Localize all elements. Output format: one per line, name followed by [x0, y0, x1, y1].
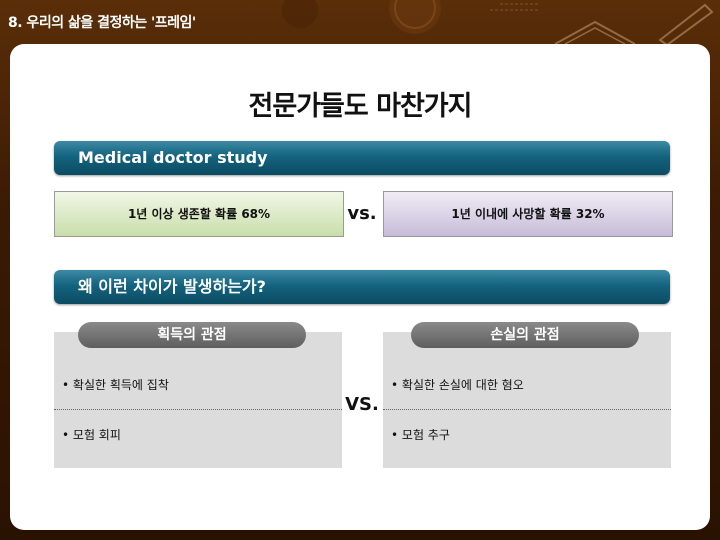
clock-icon — [389, 0, 441, 34]
vs-label-bottom: VS. — [342, 394, 382, 415]
list-item: • 확실한 획득에 집착 — [62, 376, 169, 393]
survival-box: 1년 이상 생존할 확률 68% — [54, 191, 344, 237]
loss-item-1: 확실한 손실에 대한 혐오 — [402, 378, 524, 392]
banner-medical-study: Medical doctor study — [54, 141, 670, 175]
panel-divider — [54, 409, 342, 410]
gain-item-2: 모험 회피 — [73, 428, 121, 442]
list-item: • 모험 회피 — [62, 426, 121, 443]
banner-why-difference: 왜 이런 차이가 발생하는가? — [54, 270, 670, 304]
header-title: 8. 우리의 삶을 결정하는 '프레임' — [8, 12, 196, 32]
gain-frame-panel: • 확실한 획득에 집착 • 모험 회피 — [54, 332, 342, 468]
loss-frame-panel: • 확실한 손실에 대한 혐오 • 모험 추구 — [383, 332, 671, 468]
book-icon — [555, 22, 635, 44]
gain-item-1: 확실한 획득에 집착 — [73, 378, 169, 392]
loss-frame-title: 손실의 관점 — [411, 322, 639, 348]
pencil-icon — [660, 5, 712, 45]
glasses-icon — [282, 0, 318, 28]
loss-item-2: 모험 추구 — [402, 428, 450, 442]
panel-divider — [383, 409, 671, 410]
slide-panel: 전문가들도 마찬가지 Medical doctor study 1년 이상 생존… — [10, 44, 710, 530]
list-item: • 모험 추구 — [391, 426, 450, 443]
decor-lines — [490, 4, 540, 10]
gain-frame-title: 획득의 관점 — [78, 322, 306, 348]
slide-heading: 전문가들도 마찬가지 — [10, 84, 710, 123]
vs-label-top: vs. — [342, 203, 382, 224]
mortality-box: 1년 이내에 사망할 확률 32% — [383, 191, 673, 237]
list-item: • 확실한 손실에 대한 혐오 — [391, 376, 524, 393]
